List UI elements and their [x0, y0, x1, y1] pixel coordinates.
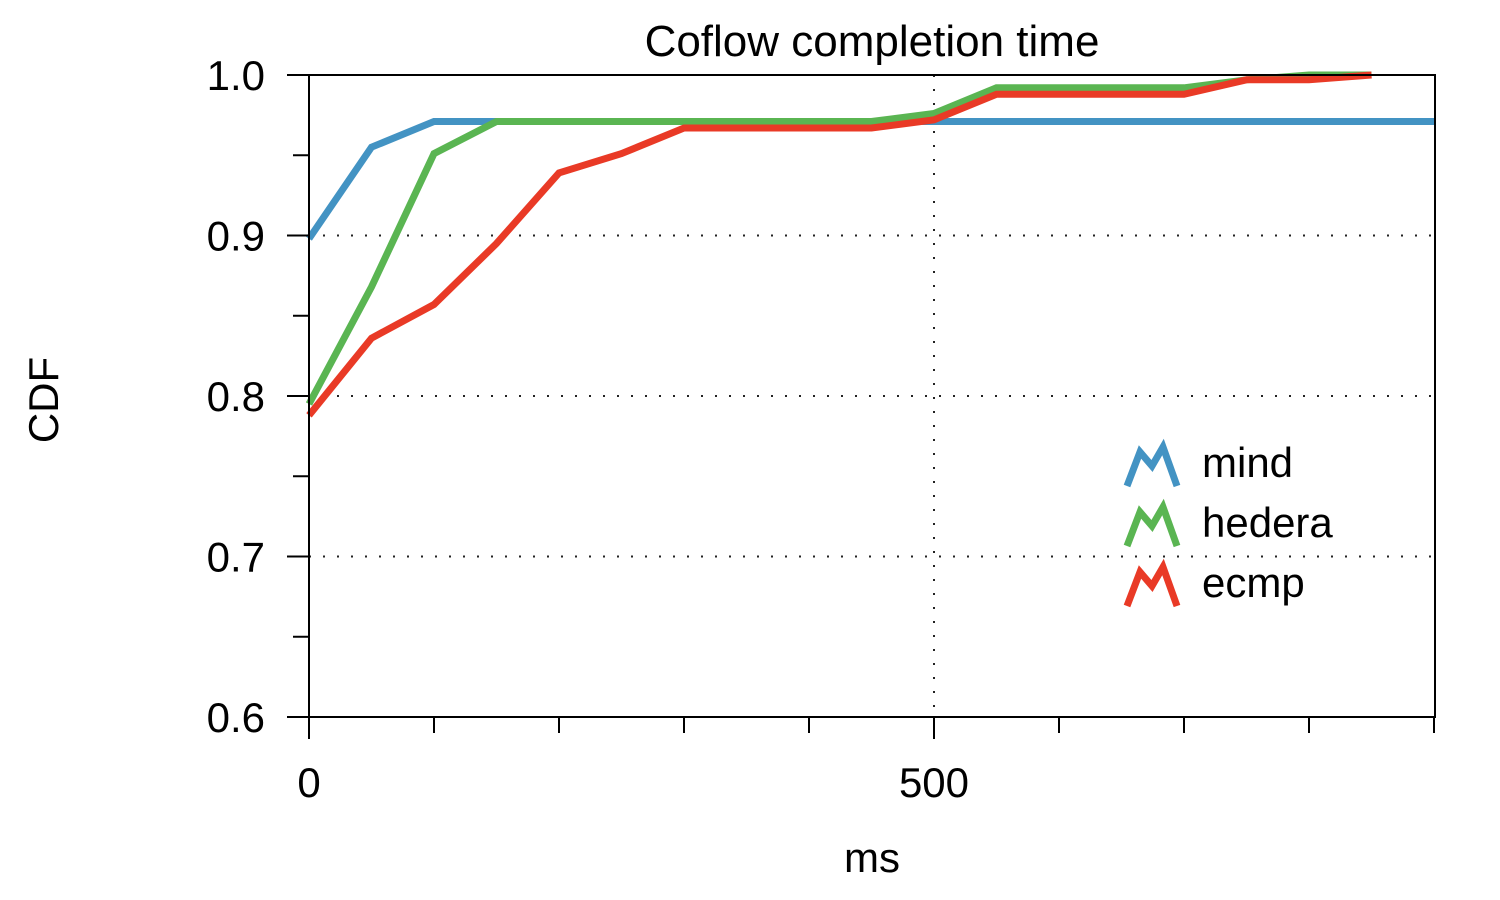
legend-item-mind: mind [1123, 438, 1293, 488]
x-tick-label: 500 [899, 759, 969, 806]
legend-item-ecmp: ecmp [1123, 558, 1305, 608]
legend-swatch [1123, 438, 1181, 488]
series-lines [305, 71, 1435, 418]
y-axis-label: CDF [20, 357, 67, 443]
legend-label: hedera [1202, 499, 1333, 546]
x-axis-label: ms [844, 834, 900, 881]
chart-title: Coflow completion time [645, 17, 1100, 66]
x-tick-label: 0 [297, 759, 320, 806]
legend-label: mind [1202, 439, 1293, 486]
legend-swatch [1123, 558, 1181, 608]
series-line-mind [306, 118, 1435, 241]
legend-label: ecmp [1202, 559, 1305, 606]
legend: mind hedera ecmp [1123, 438, 1333, 608]
grid-lines [309, 75, 1435, 717]
series-line-ecmp [306, 71, 1372, 418]
legend-swatch [1123, 498, 1181, 548]
y-tick-label: 0.6 [207, 694, 265, 741]
legend-item-hedera: hedera [1123, 498, 1333, 548]
axis-ticks [287, 74, 1435, 739]
y-tick-label: 0.8 [207, 373, 265, 420]
y-tick-label: 1.0 [207, 52, 265, 99]
y-tick-label: 0.7 [207, 534, 265, 581]
tick-labels: 0.6 0.7 0.8 0.9 1.0 0 500 [207, 52, 969, 806]
y-tick-label: 0.9 [207, 213, 265, 260]
